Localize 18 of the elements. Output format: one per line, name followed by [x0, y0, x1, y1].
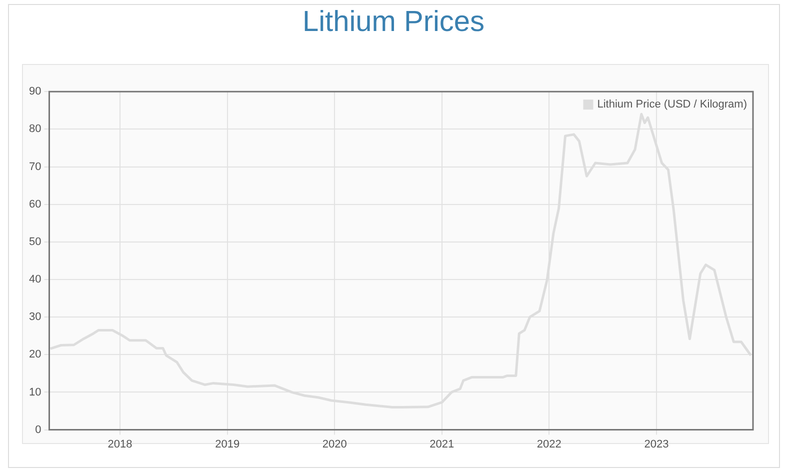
- y-tick-label: 30: [28, 311, 42, 324]
- y-tick-label: 50: [28, 236, 42, 248]
- x-tick-label: 2019: [215, 438, 240, 450]
- y-tick-label: 80: [28, 123, 42, 136]
- x-tick-label: 2018: [108, 438, 132, 450]
- x-tick-label: 2020: [322, 438, 347, 450]
- y-tick-label: 20: [28, 348, 42, 361]
- y-tick-label: 10: [28, 386, 42, 398]
- legend-label: Lithium Price (USD / Kilogram): [597, 98, 747, 111]
- chart-title: Lithium Prices: [301, 6, 486, 39]
- y-tick-label: 90: [28, 86, 42, 98]
- y-tick-label: 40: [28, 274, 42, 286]
- x-tick-label: 2021: [430, 438, 454, 450]
- y-tick-label: 70: [28, 160, 42, 173]
- y-tick-label: 60: [28, 198, 42, 210]
- x-tick-label: 2023: [644, 438, 669, 450]
- y-tick-label: 0: [35, 424, 42, 436]
- x-tick-label: 2022: [536, 438, 562, 450]
